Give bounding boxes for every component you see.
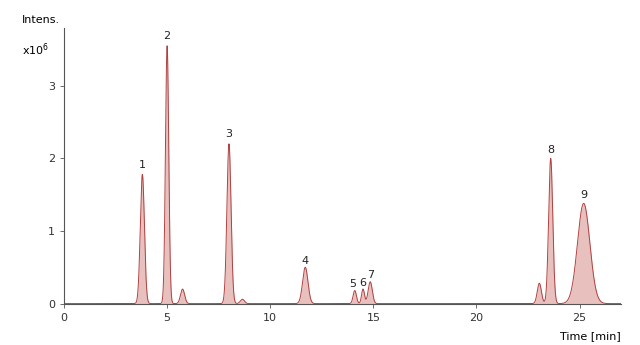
Text: 5: 5 (349, 279, 356, 289)
Text: 2: 2 (164, 31, 171, 41)
Text: Time [min]: Time [min] (560, 331, 621, 341)
Text: 6: 6 (360, 278, 367, 288)
Text: 4: 4 (301, 256, 309, 266)
Text: 7: 7 (367, 270, 374, 280)
Text: 3: 3 (225, 129, 232, 139)
Text: 9: 9 (580, 190, 588, 200)
Text: Intens.: Intens. (22, 15, 60, 25)
Text: x10$^6$: x10$^6$ (22, 41, 49, 58)
Text: 8: 8 (547, 145, 554, 155)
Text: 1: 1 (139, 160, 146, 170)
